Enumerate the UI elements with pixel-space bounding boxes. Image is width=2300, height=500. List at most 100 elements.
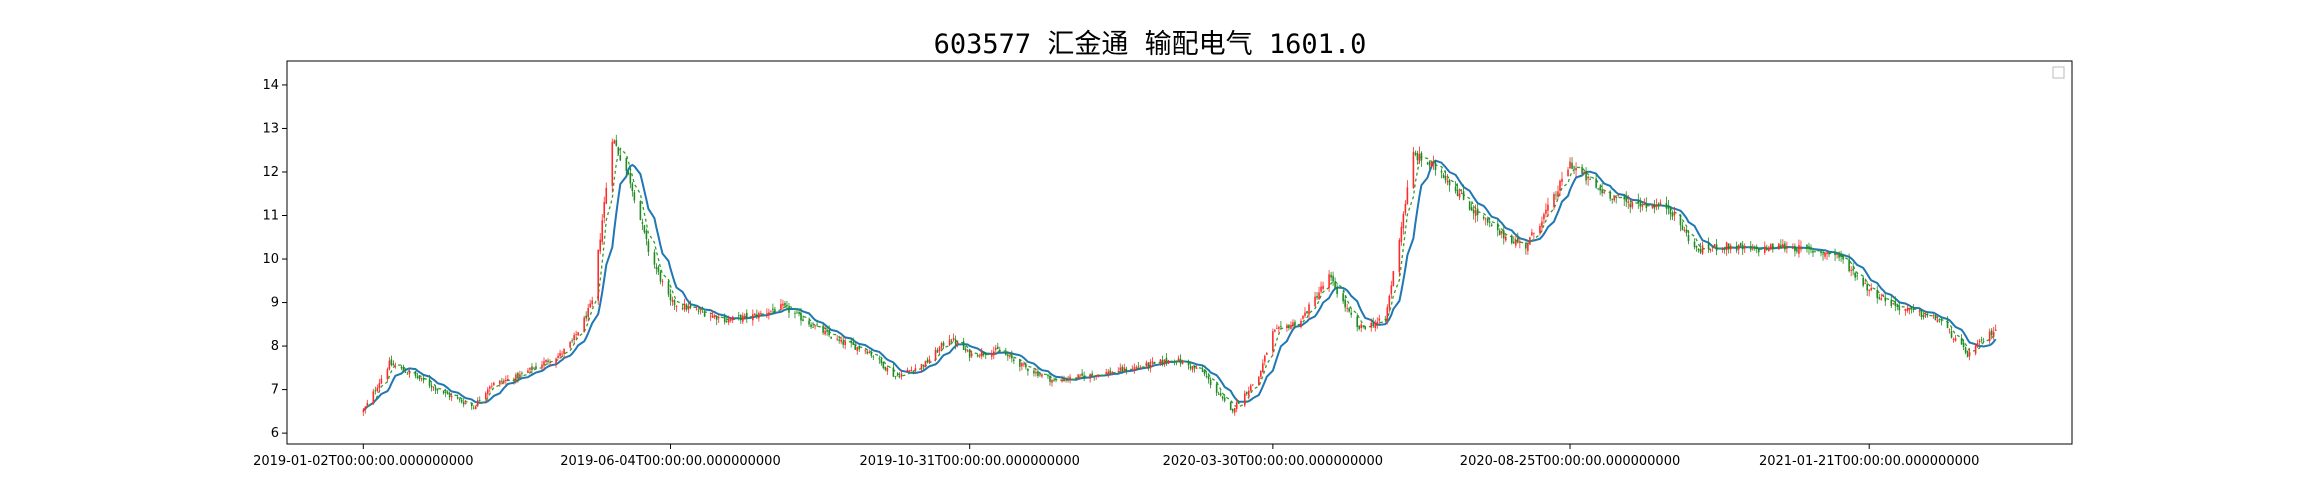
candle-body bbox=[1772, 243, 1774, 250]
candle bbox=[1838, 251, 1840, 262]
candle-body bbox=[1089, 374, 1091, 379]
candle bbox=[1735, 241, 1738, 254]
candle bbox=[884, 366, 887, 372]
candle-body bbox=[1627, 201, 1630, 203]
candle-body bbox=[1543, 213, 1545, 220]
candle bbox=[456, 394, 459, 400]
candle-body bbox=[1348, 308, 1350, 312]
candle-body bbox=[1856, 275, 1858, 277]
candle bbox=[1778, 242, 1780, 250]
candle bbox=[1065, 377, 1067, 383]
candle bbox=[1671, 210, 1674, 221]
candle bbox=[802, 315, 804, 322]
candle bbox=[1077, 373, 1079, 379]
candle bbox=[1547, 197, 1549, 217]
candle bbox=[1513, 236, 1515, 244]
candle-body bbox=[1446, 180, 1449, 183]
candle bbox=[1159, 359, 1162, 366]
candle bbox=[1820, 250, 1822, 257]
candle bbox=[1581, 164, 1583, 175]
candle bbox=[376, 384, 379, 393]
candle-body bbox=[376, 387, 379, 391]
candle-body bbox=[1139, 367, 1142, 369]
candle bbox=[1575, 162, 1577, 178]
candle bbox=[840, 336, 842, 345]
candle-body bbox=[615, 140, 618, 146]
candle-body bbox=[1571, 162, 1573, 169]
candle bbox=[1149, 359, 1152, 373]
candle-body bbox=[1625, 198, 1628, 202]
candle bbox=[1486, 216, 1489, 226]
candle-body bbox=[1035, 371, 1037, 374]
candle-body bbox=[1908, 307, 1911, 311]
candle bbox=[731, 315, 734, 324]
candle-body bbox=[1697, 248, 1700, 251]
candle-body bbox=[1631, 202, 1634, 208]
candle-body bbox=[575, 334, 577, 336]
candle-body bbox=[1529, 237, 1531, 245]
candle bbox=[894, 376, 897, 380]
candle-body bbox=[1047, 374, 1049, 377]
candle bbox=[798, 309, 800, 317]
candle-body bbox=[1247, 390, 1250, 396]
candle bbox=[796, 309, 798, 314]
candle bbox=[1936, 315, 1939, 323]
candle-body bbox=[852, 342, 855, 345]
candle-body bbox=[1974, 345, 1977, 354]
candle-body bbox=[1653, 205, 1656, 209]
candle bbox=[627, 171, 630, 176]
candle-body bbox=[1868, 289, 1871, 291]
candle bbox=[1669, 206, 1672, 221]
candle bbox=[1766, 244, 1768, 251]
candle-body bbox=[1768, 247, 1770, 252]
candle-body bbox=[1741, 244, 1744, 250]
candle-body bbox=[1428, 161, 1431, 166]
candle bbox=[830, 336, 832, 340]
candle bbox=[1414, 150, 1417, 157]
candle-body bbox=[1476, 208, 1479, 215]
candle-body bbox=[1557, 191, 1559, 197]
candle bbox=[1794, 243, 1796, 257]
candle-body bbox=[1699, 249, 1702, 253]
y-tick-label: 11 bbox=[262, 209, 279, 224]
candle-body bbox=[1964, 347, 1967, 353]
candle-body bbox=[1272, 331, 1274, 352]
candle bbox=[639, 200, 642, 221]
candle bbox=[1229, 401, 1232, 411]
candle-body bbox=[788, 306, 790, 313]
candle-body bbox=[1623, 196, 1626, 200]
candle bbox=[1117, 367, 1120, 373]
candle-body bbox=[1609, 191, 1611, 199]
candle-body bbox=[1539, 226, 1541, 233]
candle-body bbox=[1547, 204, 1549, 211]
candle-body bbox=[1067, 379, 1069, 381]
candle bbox=[912, 370, 915, 375]
candle bbox=[1474, 204, 1477, 223]
candle-body bbox=[1794, 246, 1796, 252]
candle-body bbox=[549, 362, 551, 364]
candle-body bbox=[980, 351, 983, 357]
candle bbox=[1862, 276, 1864, 288]
candle bbox=[501, 377, 503, 385]
candle-body bbox=[1121, 366, 1124, 372]
candle bbox=[1625, 191, 1628, 208]
candle-body bbox=[880, 359, 883, 364]
candle-body bbox=[840, 339, 842, 342]
candle bbox=[1657, 202, 1660, 210]
candle-body bbox=[1541, 221, 1543, 227]
candle bbox=[812, 322, 814, 328]
candle bbox=[1990, 328, 1993, 340]
candle-body bbox=[1412, 152, 1415, 189]
candle bbox=[1320, 281, 1322, 294]
candle-body bbox=[1346, 308, 1348, 309]
candle bbox=[1027, 367, 1029, 376]
candle bbox=[1583, 169, 1585, 175]
candle bbox=[458, 397, 461, 403]
candle-body bbox=[1655, 204, 1658, 207]
candle bbox=[446, 390, 449, 395]
candle bbox=[541, 360, 543, 371]
candle-body bbox=[625, 157, 628, 172]
candle-body bbox=[1852, 268, 1854, 271]
candle bbox=[1314, 291, 1316, 307]
